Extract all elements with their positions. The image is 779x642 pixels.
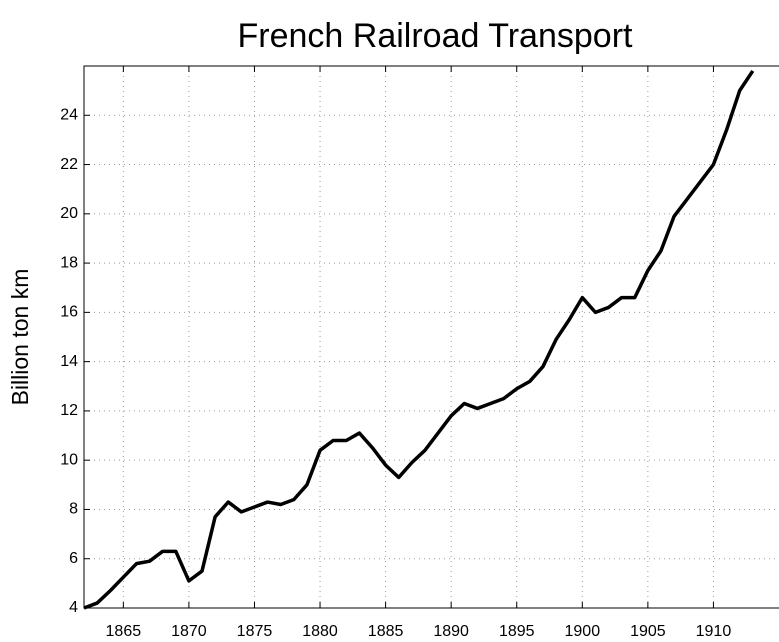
x-tick-label: 1890 [433,623,469,640]
y-tick-label: 10 [60,451,78,468]
axes-frame [83,65,779,609]
x-tick-label: 1895 [499,623,535,640]
y-tick-label: 20 [60,205,78,222]
chart-title: French Railroad Transport [238,17,634,55]
y-tick-label: 4 [69,599,78,616]
x-tick-label: 1875 [237,623,273,640]
x-tick-label: 1880 [302,623,338,640]
x-tick-label: 1885 [368,623,404,640]
y-axis-label: Billion ton km [7,269,33,406]
x-tick-label: 1910 [696,623,732,640]
x-tick-label: 1870 [171,623,207,640]
y-tick-label: 22 [60,156,78,173]
x-tick-label: 1900 [565,623,601,640]
y-tick-label: 24 [60,106,78,123]
y-tick-label: 18 [60,254,78,271]
y-tick-label: 8 [69,501,78,518]
y-tick-label: 6 [69,550,78,567]
data-line [83,69,755,610]
y-tick-label: 16 [60,304,78,321]
x-tick-label: 1865 [106,623,142,640]
y-tick-label: 14 [60,353,78,370]
x-tick-label: 1905 [630,623,666,640]
y-tick-label: 12 [60,402,78,419]
